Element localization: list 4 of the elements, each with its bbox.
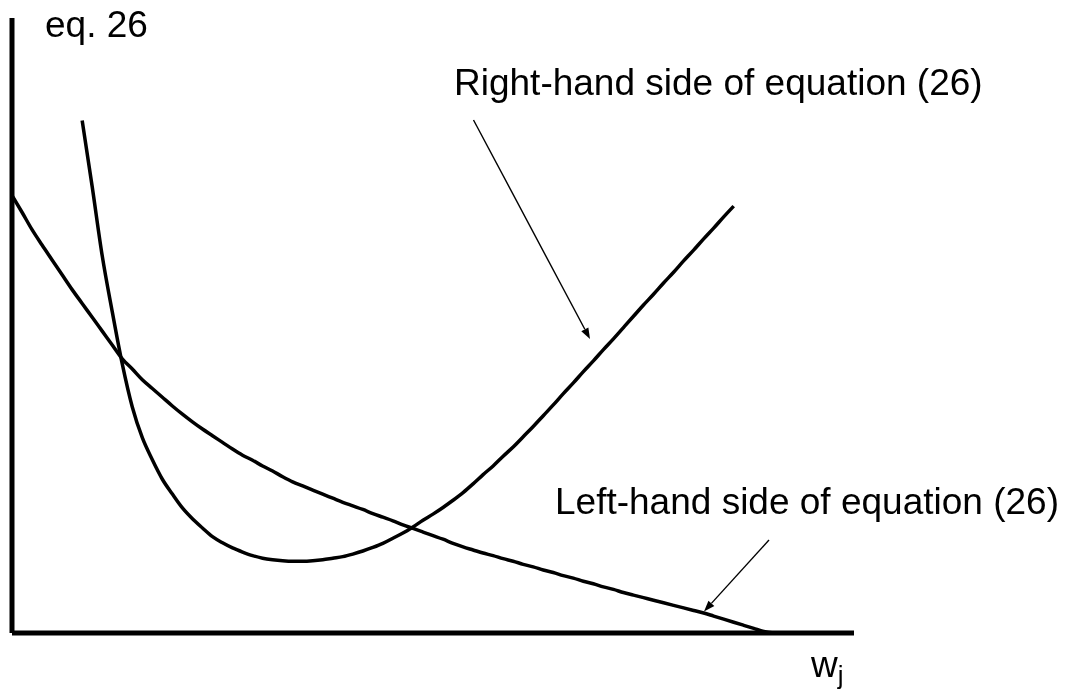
text: Right-hand side of equation (26) — [454, 62, 983, 103]
y-axis-title: eq. 26 — [45, 4, 148, 45]
x-axis-title: w$_{j}$ — [810, 644, 844, 689]
series-label: Left-hand side of equation (26) — [555, 481, 1059, 522]
